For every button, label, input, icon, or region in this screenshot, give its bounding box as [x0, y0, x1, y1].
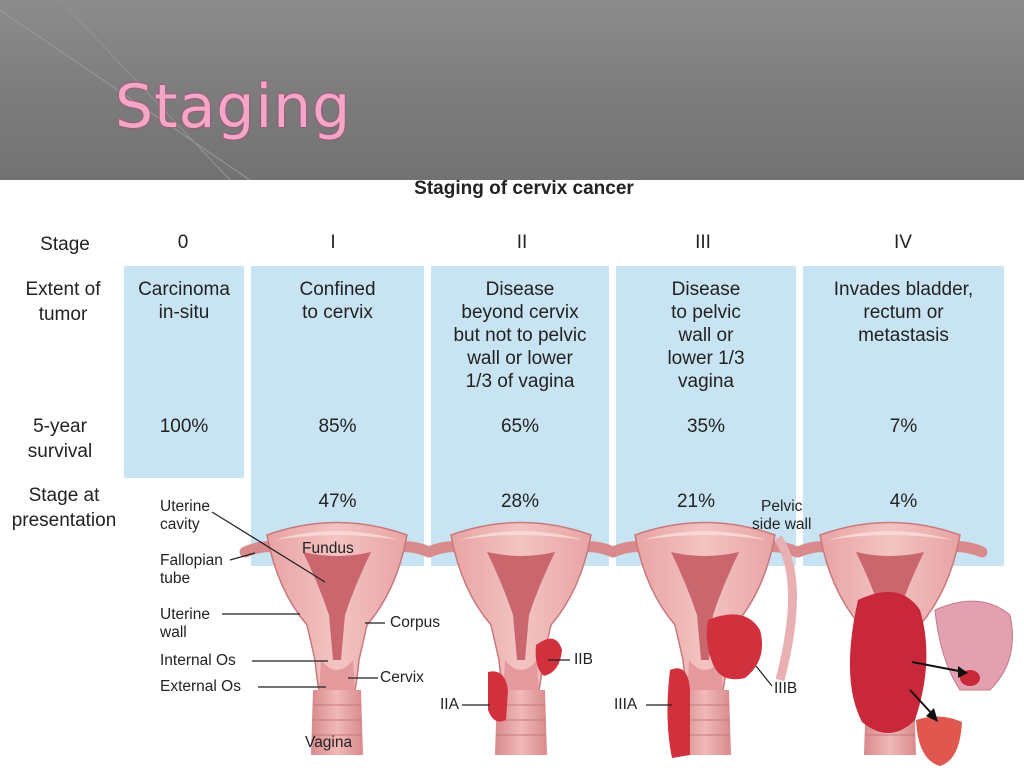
label-fundus: Fundus [302, 540, 354, 557]
extent-stage-4: Invades bladder, rectum or metastasis [833, 279, 974, 346]
presentation-stage-4: 4% [889, 491, 918, 512]
label-iiib: IIIB [774, 680, 798, 697]
label-corpus: Corpus [390, 614, 440, 631]
row-label-extent: Extent of tumor [25, 279, 101, 325]
extent-stage-1: Confined to cervix [299, 279, 376, 323]
pelvic-side-wall [774, 535, 797, 682]
row-label-survival: 5-year survival [27, 416, 93, 462]
label-cervix: Cervix [380, 669, 424, 686]
presentation-stage-3: 21% [676, 491, 716, 512]
stage-4-panel [803, 266, 1004, 566]
label-pelvic-side-wall: Pelvic side wall [752, 498, 812, 533]
label-uterine-wall: Uterine wall [160, 606, 210, 641]
label-uterine-cavity: Uterine cavity [160, 498, 210, 533]
label-iiia: IIIA [614, 696, 638, 713]
extent-stage-0: Carcinoma in-situ [138, 279, 230, 323]
presentation-stage-1: 47% [318, 491, 357, 512]
tumor-iv [849, 592, 927, 734]
row-label-presentation: Stage at presentation [11, 485, 117, 531]
survival-stage-1: 85% [318, 416, 357, 437]
label-iib: IIB [574, 651, 593, 668]
stage-header-3: III [695, 232, 711, 253]
slide-header [0, 0, 1024, 180]
arrow-to-rectum [911, 661, 965, 673]
tumor-iib [535, 638, 562, 676]
header-decoration [0, 0, 251, 180]
rectum [934, 600, 1013, 691]
stage-3-panel [616, 266, 796, 566]
survival-stage-0: 100% [159, 416, 209, 437]
arrow-to-bladder [909, 689, 935, 717]
leader-lines [211, 511, 773, 706]
survival-stage-3: 35% [686, 416, 726, 437]
uterus-stage-2 [429, 523, 613, 756]
tumor-iia [488, 671, 508, 722]
tumor-iiia [667, 668, 690, 758]
stage-header-4: IV [894, 232, 912, 253]
presentation-stage-2: 28% [500, 491, 540, 512]
extent-stage-2: Disease beyond cervix but not to pelvic wa… [453, 279, 587, 392]
tumor-iiib [706, 614, 763, 680]
row-label-stage: Stage [40, 234, 90, 255]
label-external-os: External Os [160, 678, 241, 695]
slide-title: Staging [115, 72, 352, 142]
bladder [916, 716, 962, 766]
stage-0-panel [124, 266, 244, 478]
stage-header-1: I [330, 232, 336, 253]
extent-stage-3: Disease to pelvic wall or lower 1/3 vagina [667, 279, 745, 392]
stage-header-2: II [516, 232, 528, 253]
stage-1-panel [251, 266, 424, 566]
survival-stage-2: 65% [500, 416, 540, 437]
label-vagina: Vagina [305, 734, 353, 751]
uterus-stage-3 [613, 523, 797, 756]
label-iia: IIA [440, 696, 459, 713]
stage-header-0: 0 [177, 232, 189, 253]
label-fallopian-tube: Fallopian tube [160, 552, 223, 587]
survival-stage-4: 7% [889, 416, 918, 437]
figure-title: Staging of cervix cancer [414, 178, 634, 199]
label-internal-os: Internal Os [160, 652, 236, 669]
stage-2-panel [431, 266, 609, 566]
